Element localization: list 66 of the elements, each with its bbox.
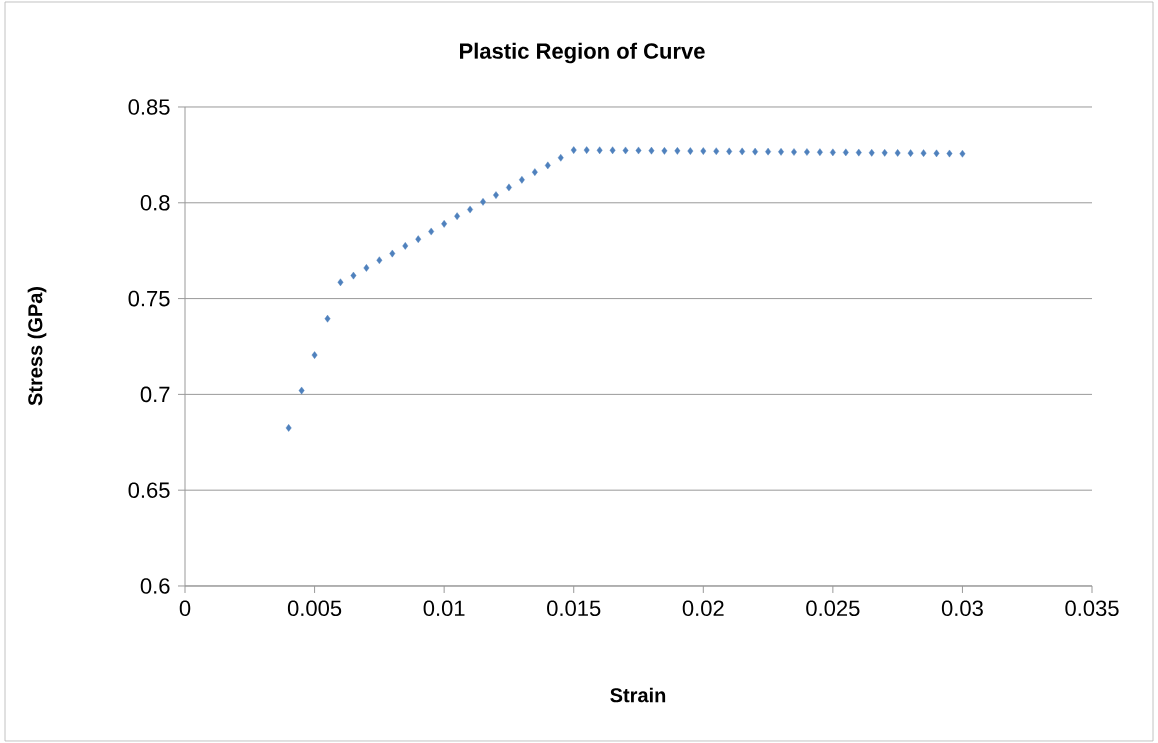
x-tick-label: 0.015 <box>547 600 601 617</box>
point <box>713 147 720 156</box>
point <box>868 148 875 157</box>
point <box>752 147 759 156</box>
x-tick-label: 0.035 <box>1065 600 1119 617</box>
point <box>674 147 681 155</box>
chart-title: Plastic Region of Curve <box>460 42 705 64</box>
point <box>804 148 810 156</box>
point <box>402 242 409 250</box>
point <box>363 264 370 272</box>
x-tick-label: 0.03 <box>941 600 983 617</box>
point <box>376 256 383 265</box>
point <box>959 149 966 158</box>
y-tick-label: 0.6 <box>140 578 170 594</box>
point <box>933 149 940 158</box>
point <box>311 351 318 359</box>
point <box>285 424 292 432</box>
point <box>817 148 823 156</box>
point <box>441 220 448 228</box>
point <box>350 271 357 280</box>
point <box>648 146 655 155</box>
x-tick-label: 0.02 <box>682 600 724 617</box>
point <box>622 146 629 155</box>
x-axis-title: Strain <box>610 687 666 703</box>
point <box>298 386 305 395</box>
point <box>557 153 564 162</box>
y-axis-title: Stress (GPa) <box>27 286 47 406</box>
point <box>480 198 486 206</box>
point <box>739 147 746 156</box>
point <box>791 148 797 156</box>
point <box>920 149 927 157</box>
point <box>661 147 668 155</box>
point <box>842 148 849 157</box>
point <box>583 146 590 154</box>
point <box>596 146 603 155</box>
x-tick-label: 0 <box>179 600 191 617</box>
point <box>337 278 344 287</box>
y-tick-label: 0.65 <box>128 482 170 498</box>
point <box>428 227 435 236</box>
point <box>855 148 862 157</box>
point <box>829 148 836 157</box>
point <box>907 149 914 157</box>
point <box>894 149 901 157</box>
x-tick-label: 0.025 <box>806 600 860 617</box>
y-tick-label: 0.85 <box>128 99 170 115</box>
y-tick-label: 0.7 <box>140 386 170 403</box>
point <box>726 147 733 156</box>
x-tick-label: 0.01 <box>423 600 465 617</box>
point <box>687 147 694 155</box>
y-tick-label: 0.75 <box>128 290 170 307</box>
y-tick-label: 0.8 <box>140 195 170 211</box>
point <box>324 314 331 323</box>
point <box>493 191 499 199</box>
point <box>778 148 784 156</box>
point <box>635 146 642 155</box>
point <box>389 249 396 258</box>
x-tick-label: 0.005 <box>287 600 342 617</box>
point <box>415 235 422 243</box>
point <box>544 161 551 170</box>
point <box>609 146 616 155</box>
point <box>454 212 461 220</box>
point <box>700 147 707 155</box>
point <box>881 148 888 157</box>
point <box>946 149 953 158</box>
point <box>531 168 538 176</box>
point <box>570 146 577 154</box>
